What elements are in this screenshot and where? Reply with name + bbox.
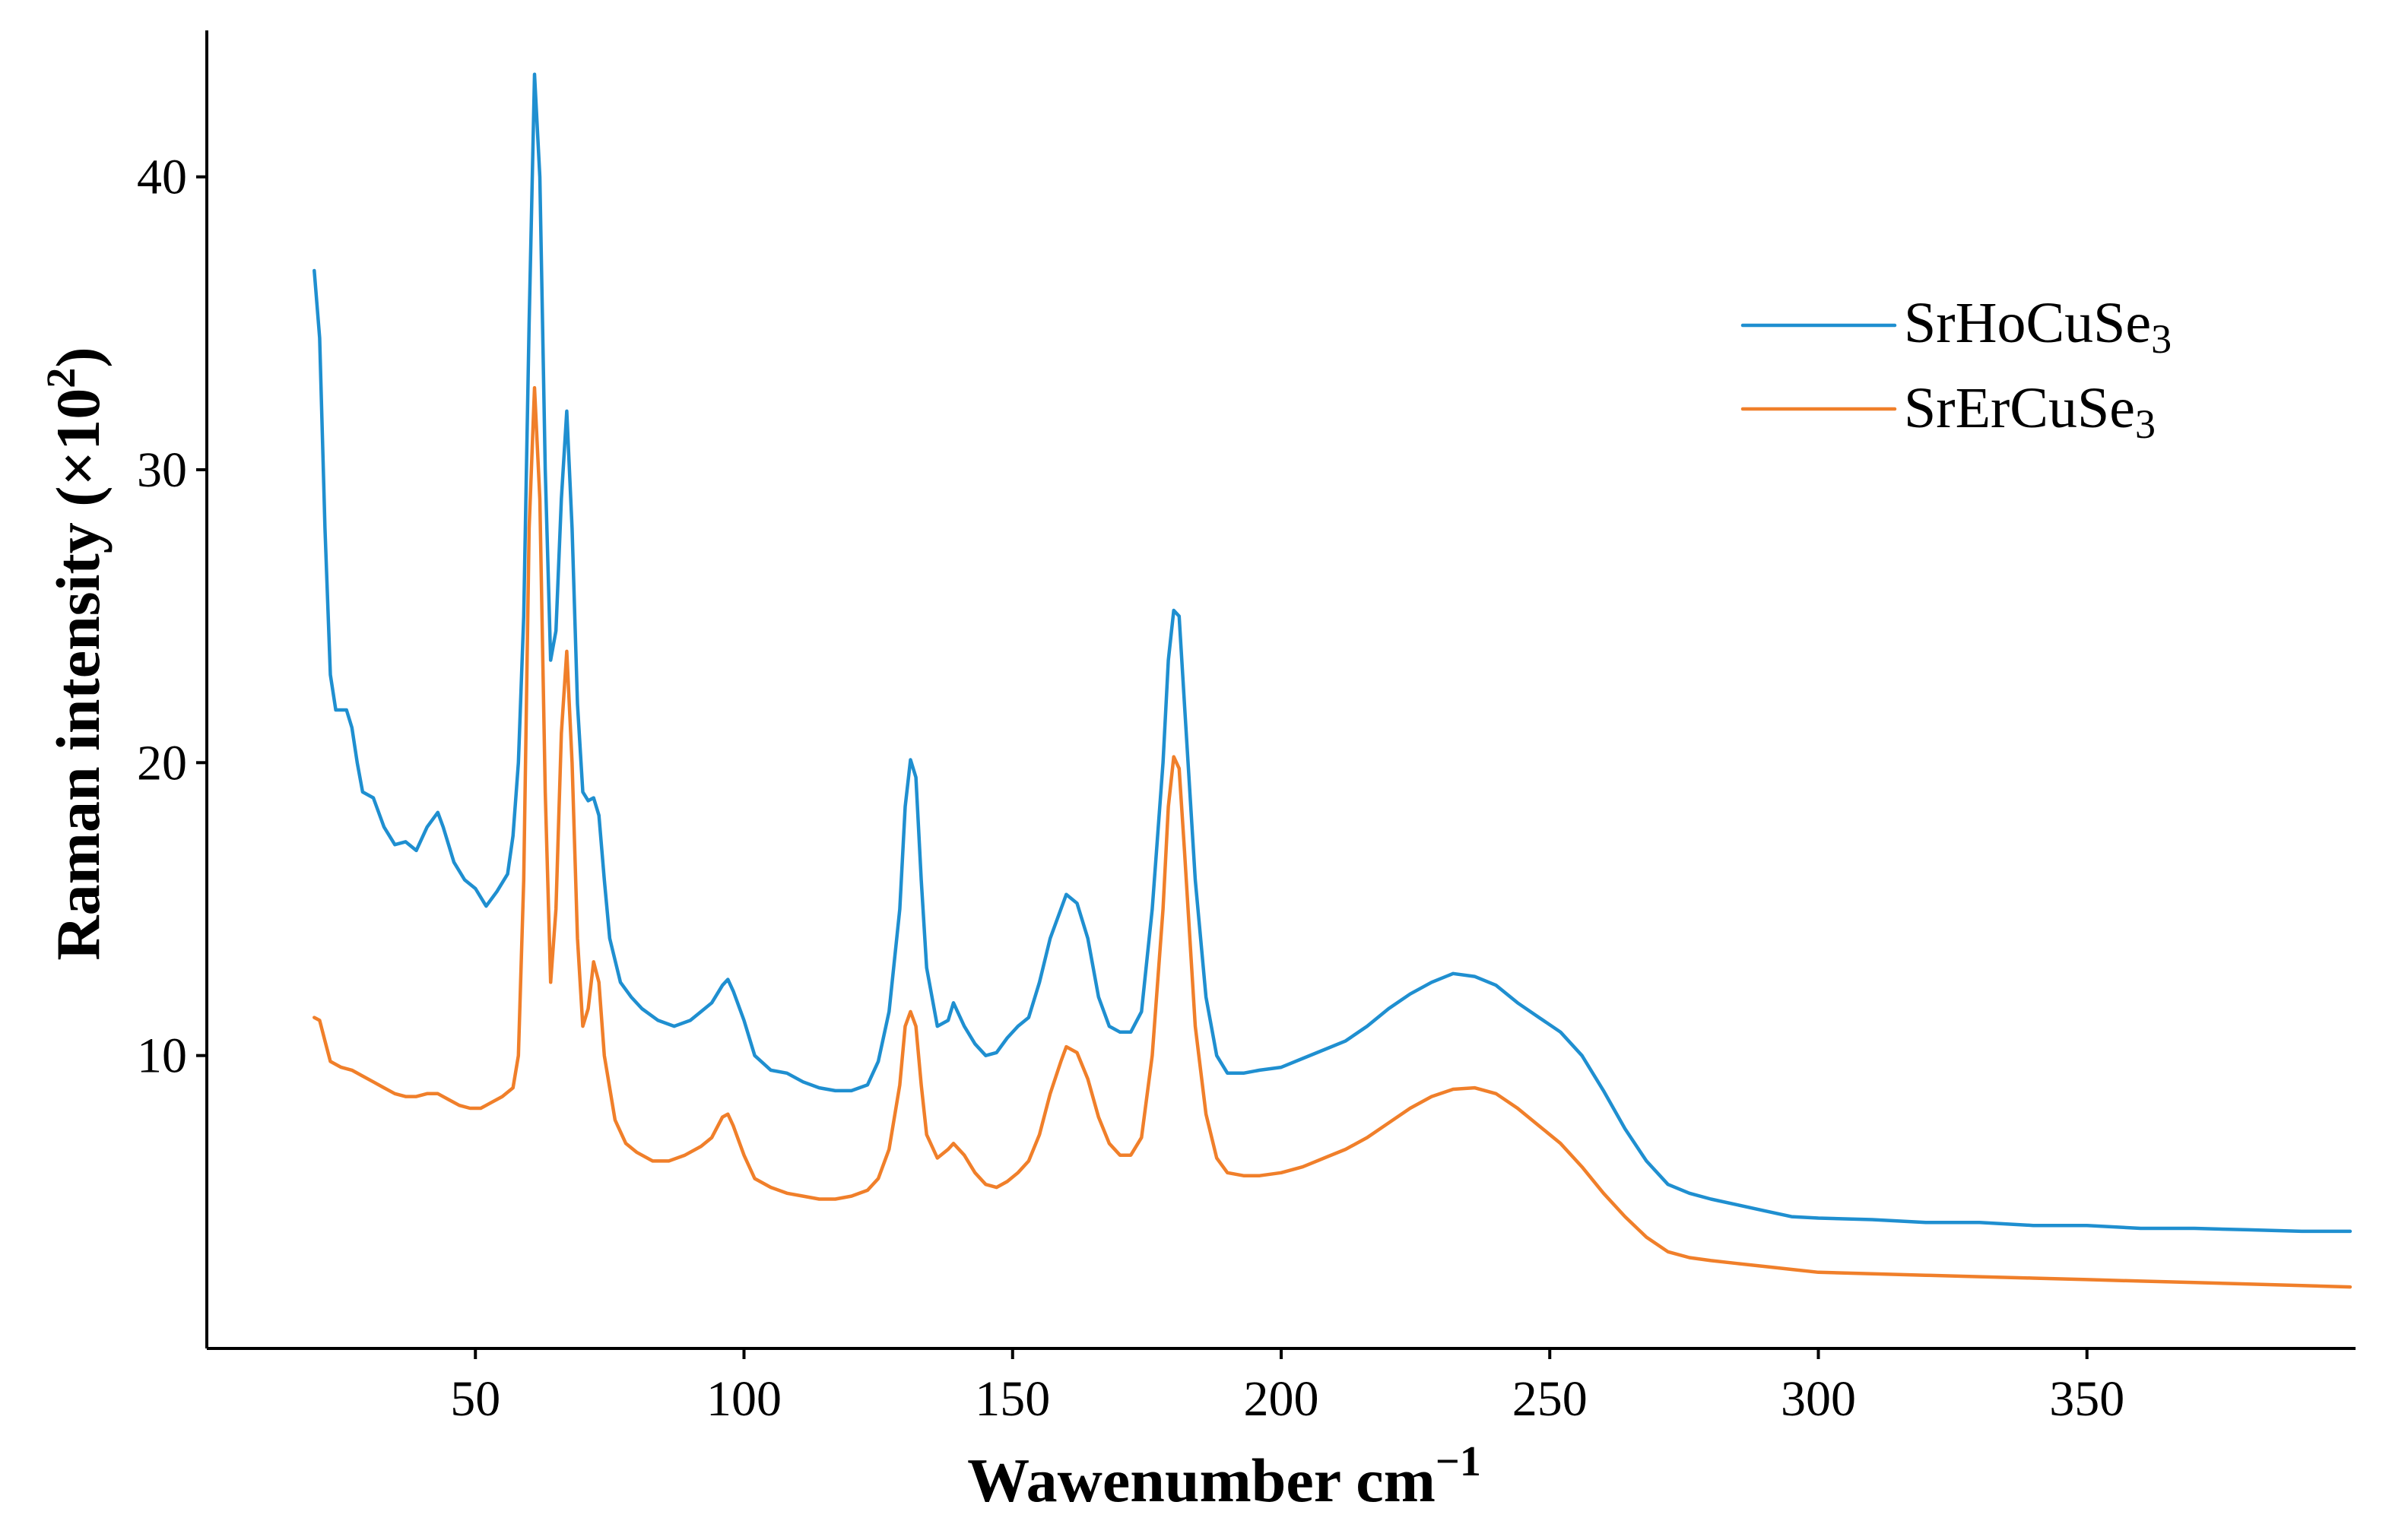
legend-label-srercuse3-subscript: 3	[2135, 401, 2156, 447]
y-tick-group: 10 20 30 40	[137, 150, 207, 1084]
y-axis-title-superscript: 2	[38, 368, 84, 388]
x-tick-label: 300	[1781, 1371, 1856, 1427]
y-tick-label: 40	[137, 150, 187, 205]
x-tick-label: 50	[450, 1371, 500, 1427]
x-tick-label: 350	[2049, 1371, 2124, 1427]
x-axis-title-superscript: −1	[1436, 1438, 1481, 1485]
x-tick-label: 150	[975, 1371, 1050, 1427]
legend-label-srhocuse3: SrHoCuSe3	[1904, 291, 2172, 362]
y-axis-title-suffix: )	[43, 347, 113, 367]
y-axis-title: Raman intensity (×102)	[38, 347, 113, 960]
y-tick-label: 30	[137, 442, 187, 498]
x-tick-label: 200	[1244, 1371, 1319, 1427]
x-tick-group: 50 100 150 200 250 300 350	[450, 1348, 2124, 1427]
x-tick-label: 250	[1512, 1371, 1588, 1427]
x-tick-label: 100	[706, 1371, 782, 1427]
series-line-srercuse3	[313, 385, 2353, 1289]
legend-label-srhocuse3-subscript: 3	[2151, 316, 2172, 362]
legend-label-srercuse3: SrErCuSe3	[1904, 376, 2156, 447]
series-line-srhocuse3	[313, 72, 2353, 1234]
x-axis-title: Wawenumber cm−1	[967, 1438, 1481, 1515]
plot-series-group	[313, 72, 2353, 1289]
legend: SrHoCuSe3 SrErCuSe3	[1740, 291, 2172, 447]
y-tick-label: 10	[137, 1028, 187, 1084]
y-tick-label: 20	[137, 735, 187, 791]
